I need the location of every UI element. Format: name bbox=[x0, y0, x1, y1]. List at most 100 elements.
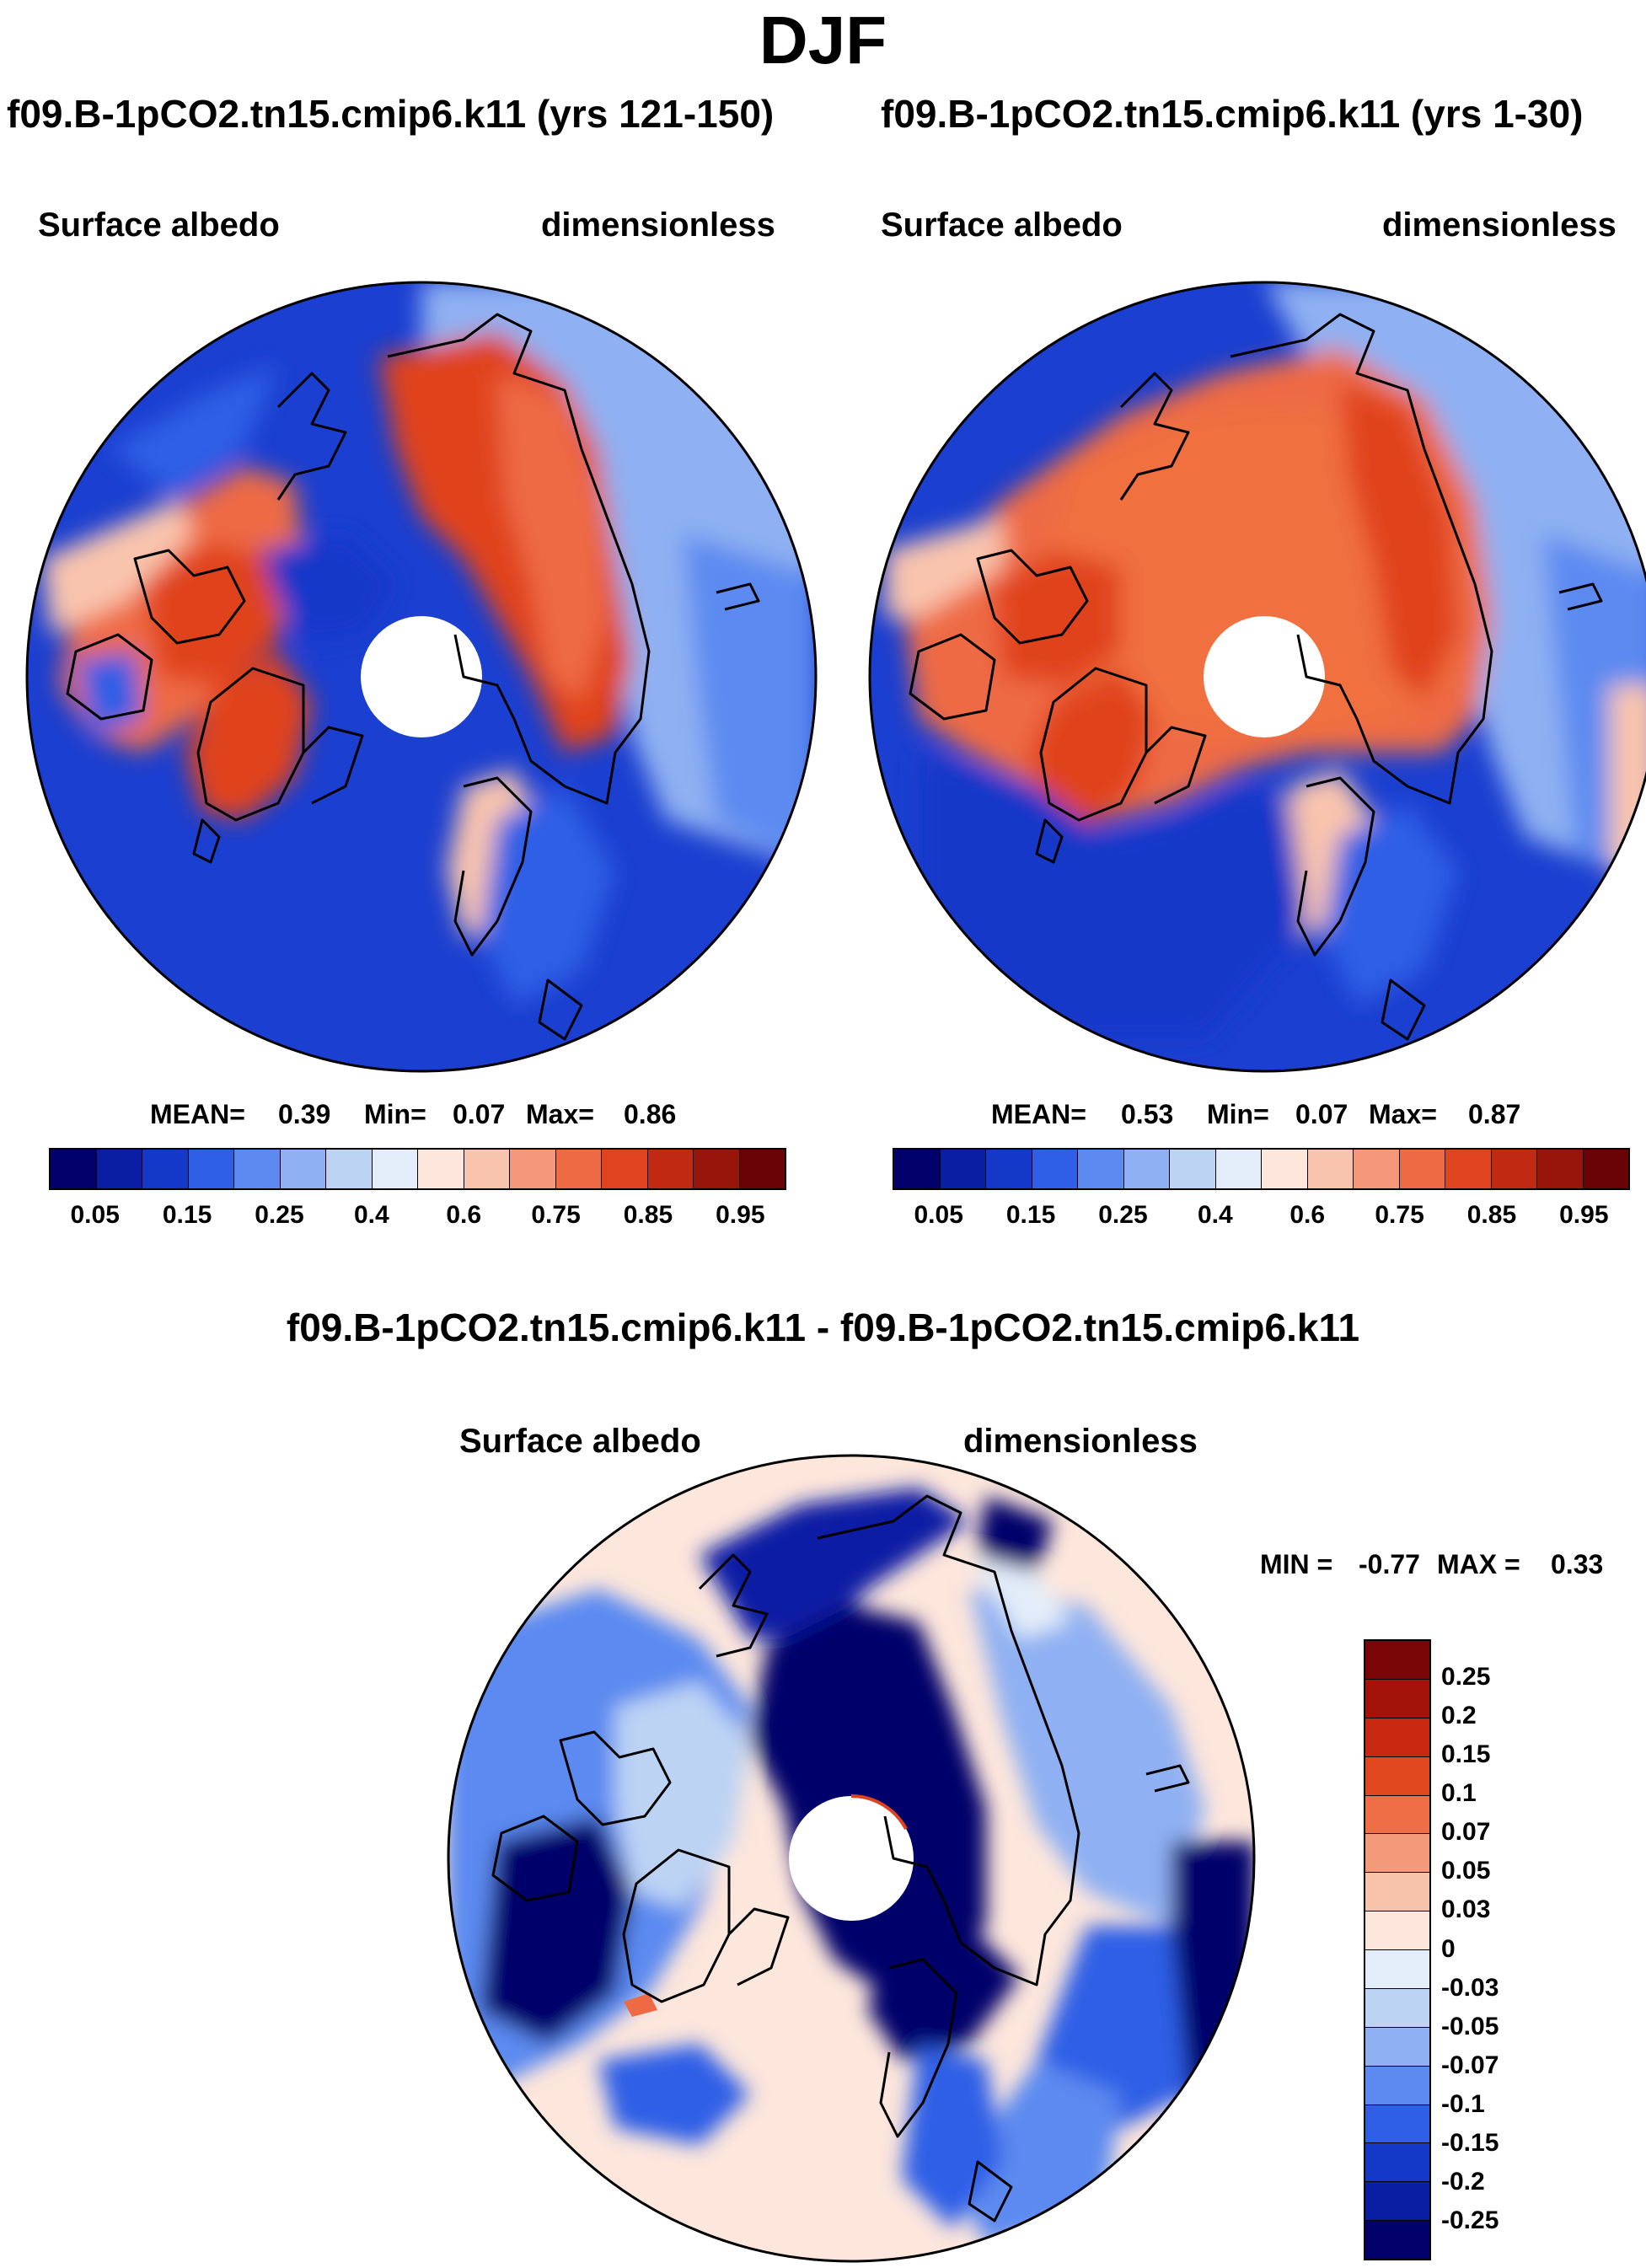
difference-colorbar-box bbox=[1365, 2066, 1429, 2105]
left-polar-map bbox=[25, 281, 818, 1073]
left-colorbar-box bbox=[51, 1150, 97, 1188]
right-colorbar-tick-label: 0.95 bbox=[1559, 1201, 1609, 1229]
difference-colorbar-label: -0.1 bbox=[1441, 2089, 1485, 2118]
left-colorbar bbox=[49, 1148, 786, 1190]
difference-colorbar-labels: 0.25 0.2 0.15 0.1 0.07 0.05 0.03 0 -0.03 -0.05 -0.… bbox=[1441, 1639, 1610, 2260]
right-colorbar-tick-label: 0.85 bbox=[1466, 1201, 1517, 1229]
left-colorbar-tick-label: 0.15 bbox=[162, 1201, 212, 1229]
difference-colorbar-label: 0.25 bbox=[1441, 1663, 1491, 1692]
right-colorbar-box bbox=[1491, 1150, 1537, 1188]
right-colorbar-box bbox=[1262, 1150, 1308, 1188]
left-mean-label: MEAN= bbox=[150, 1099, 245, 1129]
left-colorbar-box bbox=[464, 1150, 510, 1188]
left-colorbar-box bbox=[96, 1150, 142, 1188]
diff-panel-variable: Surface albedo bbox=[459, 1423, 701, 1460]
left-colorbar-tick-label: 0.4 bbox=[353, 1201, 389, 1229]
right-colorbar-box bbox=[1170, 1150, 1216, 1188]
left-min-label: Min= bbox=[364, 1099, 426, 1129]
right-panel-run-title: f09.B-1pCO2.tn15.cmip6.k11 (yrs 1-30) bbox=[881, 92, 1584, 136]
difference-colorbar-box bbox=[1365, 1988, 1429, 2028]
left-panel-units: dimensionless bbox=[541, 206, 775, 244]
right-colorbar bbox=[893, 1148, 1630, 1190]
diff-max-label: MAX = bbox=[1437, 1549, 1520, 1579]
right-mean-label: MEAN= bbox=[991, 1099, 1086, 1129]
right-colorbar-tick-label: 0.25 bbox=[1098, 1201, 1148, 1229]
right-colorbar-box bbox=[1032, 1150, 1078, 1188]
left-colorbar-tick-label: 0.75 bbox=[531, 1201, 581, 1229]
difference-colorbar-box bbox=[1365, 2182, 1429, 2222]
difference-colorbar-box bbox=[1365, 1911, 1429, 1950]
difference-colorbar-label: -0.05 bbox=[1441, 2012, 1499, 2040]
right-panel-variable: Surface albedo bbox=[881, 206, 1123, 244]
difference-colorbar-box bbox=[1365, 2104, 1429, 2144]
difference-colorbar-box bbox=[1365, 2143, 1429, 2183]
left-colorbar-box bbox=[555, 1150, 602, 1188]
right-colorbar-tick-label: 0.4 bbox=[1197, 1201, 1233, 1229]
diff-min-value: -0.77 bbox=[1359, 1549, 1420, 1579]
left-colorbar-box bbox=[694, 1150, 740, 1188]
right-colorbar-tick-label: 0.75 bbox=[1375, 1201, 1424, 1229]
left-mean-value: 0.39 bbox=[278, 1099, 331, 1129]
difference-colorbar-label: 0.1 bbox=[1441, 1779, 1477, 1808]
left-colorbar-box bbox=[602, 1150, 648, 1188]
right-colorbar-tick-label: 0.6 bbox=[1289, 1201, 1326, 1229]
difference-colorbar-box bbox=[1365, 1718, 1429, 1757]
difference-colorbar-label: -0.07 bbox=[1441, 2051, 1499, 2079]
right-polar-map bbox=[868, 281, 1646, 1073]
difference-colorbar-box bbox=[1365, 1756, 1429, 1796]
left-panel-variable: Surface albedo bbox=[38, 206, 280, 244]
difference-colorbar bbox=[1364, 1639, 1431, 2260]
left-max-label: Max= bbox=[526, 1099, 594, 1129]
left-colorbar-box bbox=[142, 1150, 189, 1188]
left-min-value: 0.07 bbox=[453, 1099, 506, 1129]
left-colorbar-tick-label: 0.05 bbox=[70, 1201, 120, 1229]
left-max-value: 0.86 bbox=[624, 1099, 677, 1129]
diff-max-value: 0.33 bbox=[1551, 1549, 1604, 1579]
diff-panel-units: dimensionless bbox=[963, 1423, 1198, 1460]
left-colorbar-box bbox=[418, 1150, 464, 1188]
difference-colorbar-label: -0.2 bbox=[1441, 2167, 1485, 2196]
left-colorbar-box bbox=[188, 1150, 234, 1188]
right-colorbar-tick-label: 0.05 bbox=[914, 1201, 963, 1229]
left-colorbar-tick-label: 0.85 bbox=[623, 1201, 673, 1229]
difference-colorbar-label: 0.07 bbox=[1441, 1818, 1491, 1847]
diff-min-label: MIN = bbox=[1260, 1549, 1333, 1579]
difference-colorbar-box bbox=[1365, 2027, 1429, 2067]
right-min-value: 0.07 bbox=[1295, 1099, 1348, 1129]
difference-colorbar-label: 0.2 bbox=[1441, 1702, 1477, 1730]
difference-colorbar-box bbox=[1365, 1834, 1429, 1874]
left-colorbar-box bbox=[739, 1150, 785, 1188]
right-colorbar-box bbox=[986, 1150, 1032, 1188]
right-colorbar-ticks: 0.05 0.15 0.25 0.4 0.6 0.75 0.85 0.95 bbox=[893, 1201, 1630, 1235]
difference-colorbar-box bbox=[1365, 1641, 1429, 1680]
right-colorbar-box bbox=[1445, 1150, 1492, 1188]
left-colorbar-tick-label: 0.25 bbox=[255, 1201, 304, 1229]
diff-panel-run-title: f09.B-1pCO2.tn15.cmip6.k11 - f09.B-1pCO2… bbox=[286, 1306, 1360, 1349]
left-colorbar-box bbox=[234, 1150, 281, 1188]
difference-colorbar-label: -0.25 bbox=[1441, 2206, 1499, 2234]
left-colorbar-tick-label: 0.6 bbox=[446, 1201, 482, 1229]
right-colorbar-box bbox=[1583, 1150, 1628, 1188]
left-colorbar-box bbox=[647, 1150, 694, 1188]
right-min-label: Min= bbox=[1207, 1099, 1269, 1129]
right-colorbar-box bbox=[1537, 1150, 1584, 1188]
difference-polar-map bbox=[447, 1454, 1256, 2263]
difference-colorbar-label: -0.15 bbox=[1441, 2128, 1499, 2157]
left-colorbar-ticks: 0.05 0.15 0.25 0.4 0.6 0.75 0.85 0.95 bbox=[49, 1201, 786, 1235]
right-colorbar-tick-label: 0.15 bbox=[1005, 1201, 1056, 1229]
difference-colorbar-label: -0.03 bbox=[1441, 1973, 1499, 2002]
right-colorbar-box bbox=[1354, 1150, 1400, 1188]
left-colorbar-box bbox=[326, 1150, 373, 1188]
left-colorbar-box bbox=[372, 1150, 418, 1188]
difference-colorbar-box bbox=[1365, 1873, 1429, 1912]
left-panel-run-title: f09.B-1pCO2.tn15.cmip6.k11 (yrs 121-150) bbox=[7, 92, 775, 136]
left-colorbar-box bbox=[280, 1150, 326, 1188]
right-colorbar-box bbox=[940, 1150, 986, 1188]
difference-colorbar-label: 0.03 bbox=[1441, 1895, 1491, 1924]
left-colorbar-tick-label: 0.95 bbox=[716, 1201, 765, 1229]
difference-colorbar-box bbox=[1365, 1795, 1429, 1835]
difference-colorbar-label: 0.15 bbox=[1441, 1740, 1491, 1769]
figure-title: DJF bbox=[759, 3, 887, 78]
right-colorbar-box bbox=[1123, 1150, 1170, 1188]
difference-colorbar-box bbox=[1365, 1679, 1429, 1718]
